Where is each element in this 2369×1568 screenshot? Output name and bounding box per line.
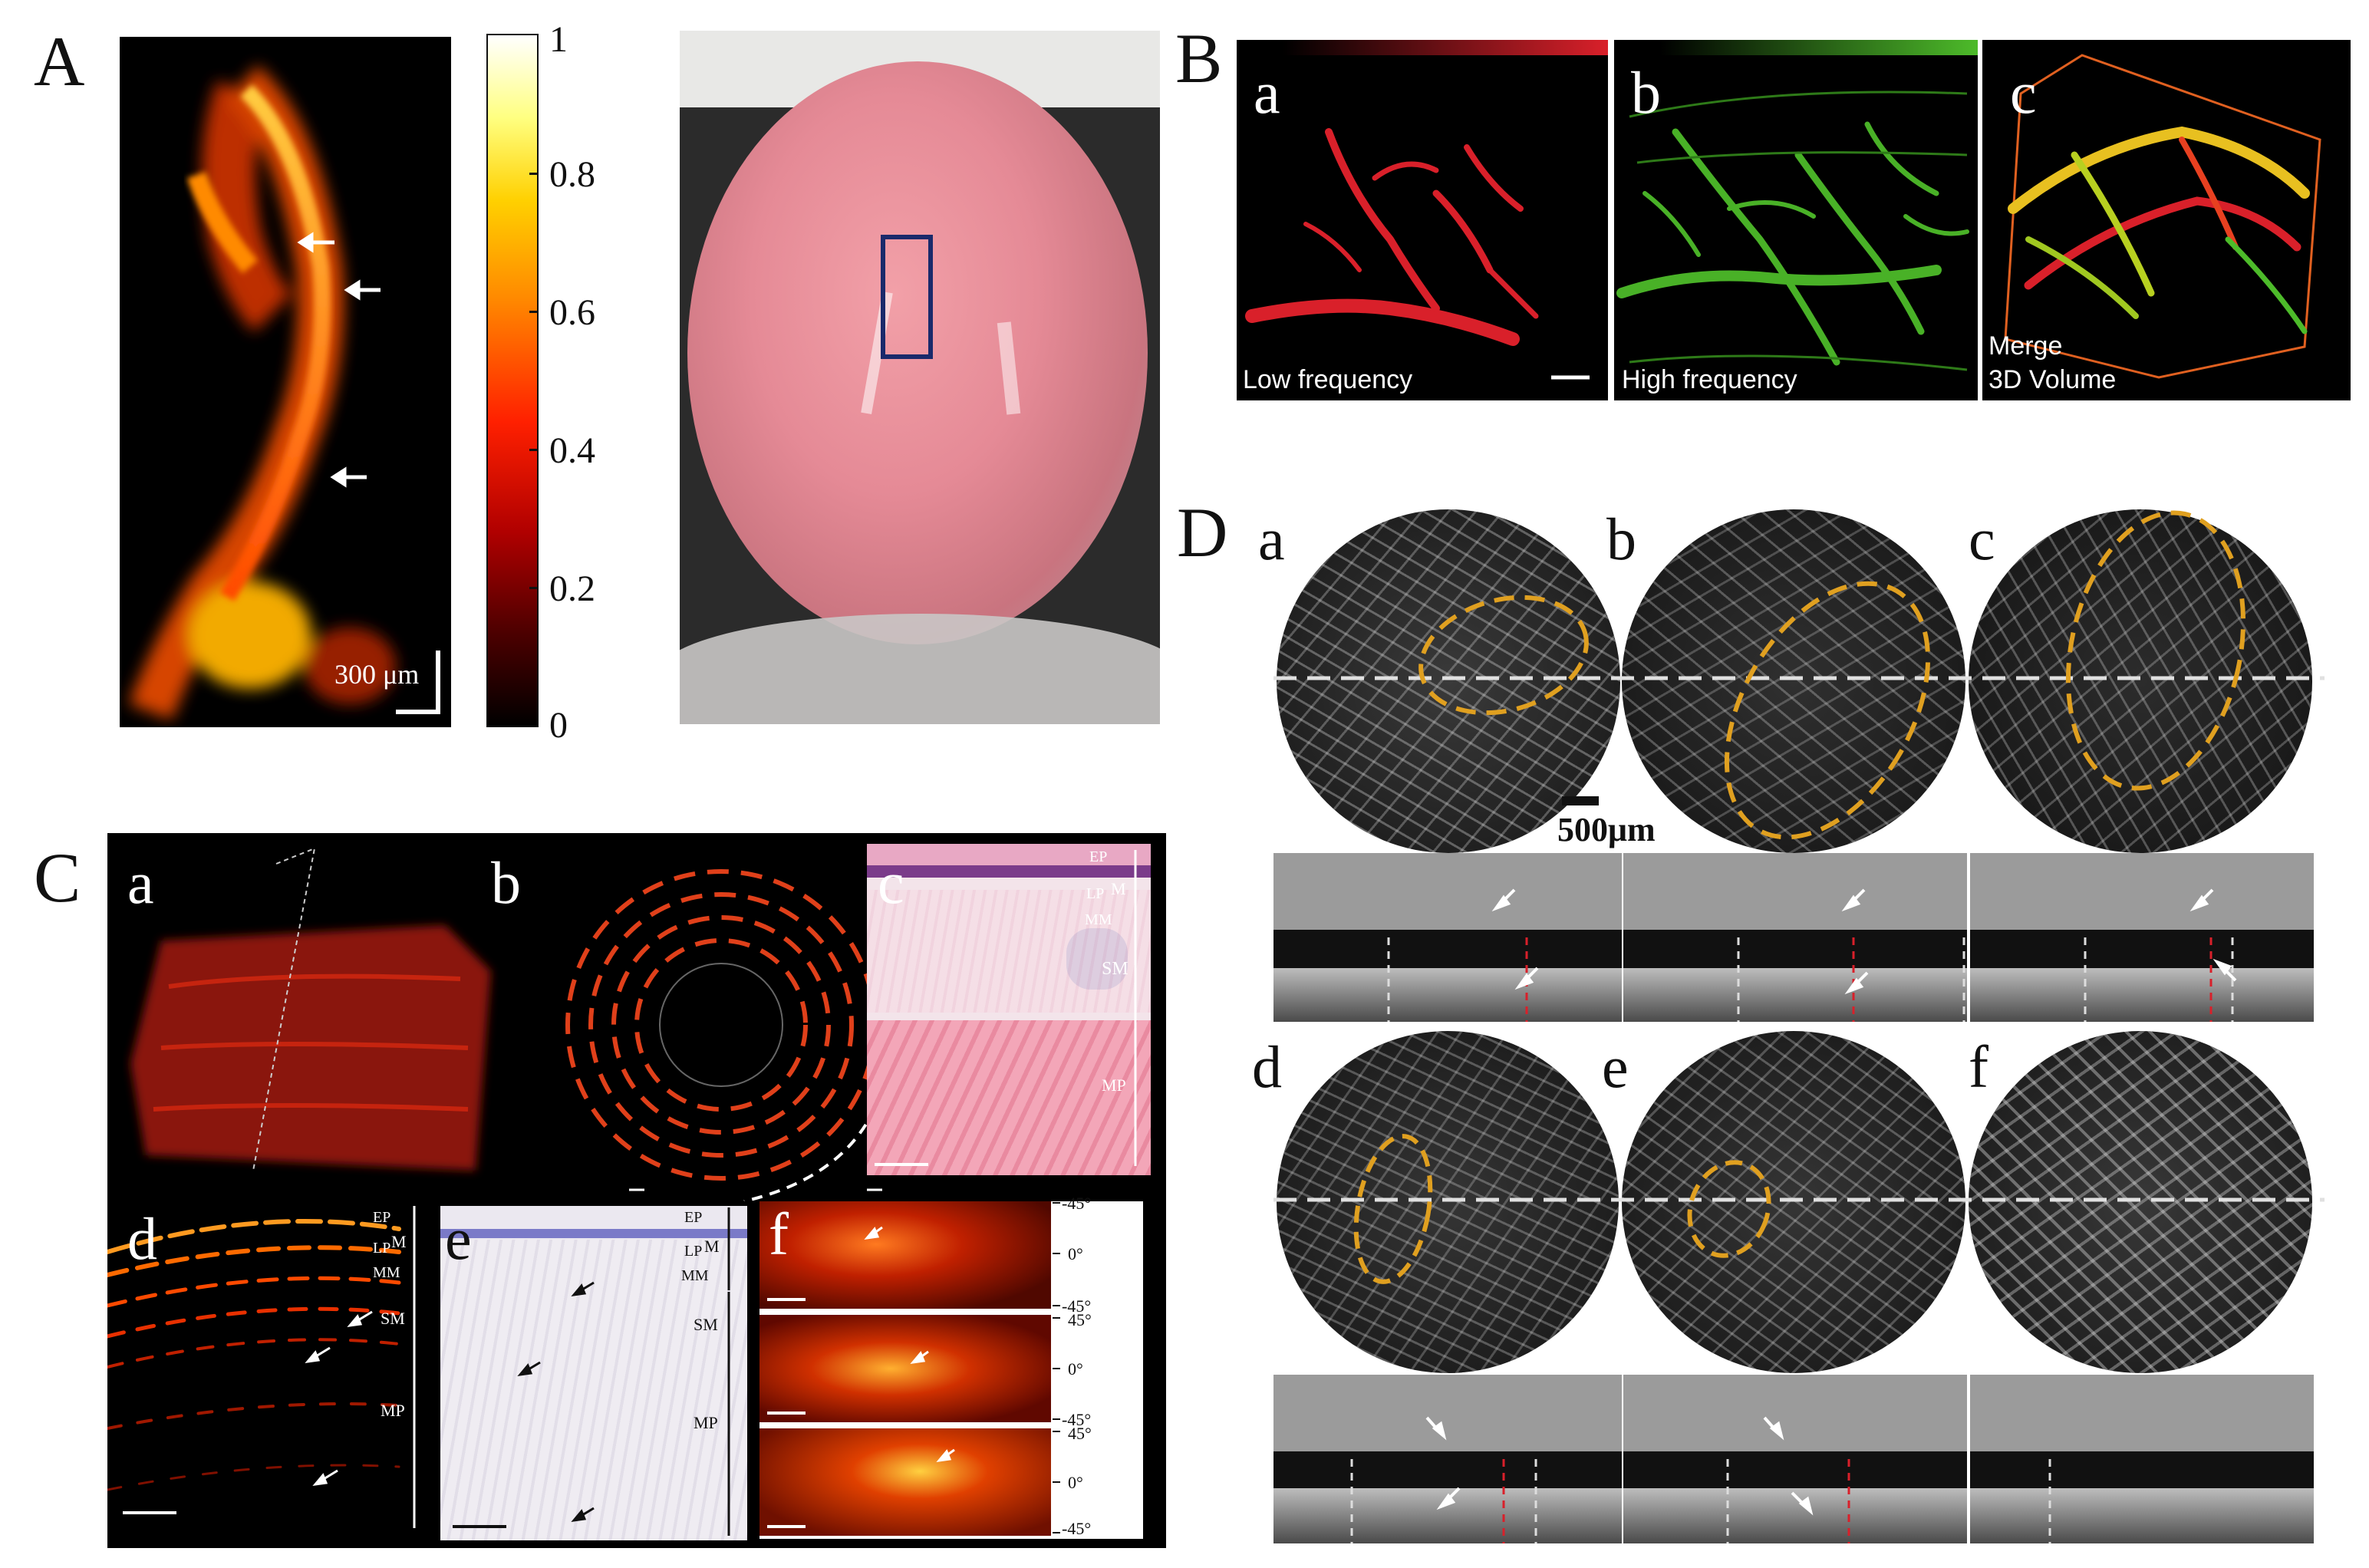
- angle-tick-7: 45°: [1068, 1424, 1092, 1443]
- panel-C-d-layer-M: M: [391, 1232, 407, 1251]
- layer-LP-label: LP: [1086, 885, 1105, 902]
- panel-label-A: A: [34, 22, 85, 100]
- panel-D-e-bscan: [1623, 1375, 1967, 1543]
- panel-D-a-bscan: [1273, 853, 1622, 1022]
- panel-A-photo: [680, 31, 1160, 724]
- panel-C-c-letter: c: [878, 849, 904, 916]
- angle-tick-2: 0°: [1068, 1244, 1083, 1263]
- panel-C-b-letter: b: [491, 849, 521, 916]
- panel-B-a-caption: Low frequency: [1243, 365, 1413, 394]
- region-of-interest-marker: [881, 235, 933, 359]
- layer-SM-label: SM: [1102, 959, 1128, 979]
- panel-D-a-image: [1277, 509, 1620, 853]
- panel-C-d-layer-MP: MP: [381, 1401, 405, 1420]
- panel-D-d-letter: d: [1252, 1033, 1282, 1100]
- panel-D-f-letter: f: [1969, 1033, 1988, 1100]
- panel-B-c-caption-line2: 3D Volume: [1988, 365, 2117, 394]
- panel-C-e-layer-MP: MP: [694, 1413, 718, 1432]
- angle-tick-3: -45°: [1062, 1296, 1092, 1316]
- layer-MM-label: MM: [1085, 911, 1112, 928]
- layer-MP-label: MP: [1102, 1076, 1126, 1095]
- colorbar-tick-0.6: 0.6: [549, 292, 595, 333]
- layer-M-label: M: [1111, 879, 1126, 898]
- panel-C-f-letter: f: [769, 1201, 789, 1267]
- panel-D-d-image: [1277, 1031, 1619, 1373]
- angle-tick-4: 45°: [1068, 1310, 1092, 1329]
- panel-label-B: B: [1175, 19, 1223, 97]
- panel-label-D: D: [1177, 493, 1228, 572]
- panel-label-C: C: [34, 838, 81, 917]
- panel-C-d-layer-EP: EP: [373, 1209, 391, 1226]
- panel-C-d-layer-MM: MM: [373, 1264, 400, 1281]
- angle-tick-6: -45°: [1062, 1410, 1092, 1429]
- panel-C-d-letter: d: [127, 1205, 157, 1272]
- angle-tick-5: 0°: [1068, 1359, 1083, 1379]
- colorbar-tick-1: 1: [549, 19, 568, 60]
- panel-D-e-letter: e: [1602, 1033, 1629, 1100]
- panel-B-b-letter: b: [1631, 59, 1661, 126]
- panel-B-a-letter: a: [1254, 59, 1280, 126]
- panel-C-e-layer-EP: EP: [684, 1209, 703, 1226]
- panel-D-c-bscan: [1970, 853, 2314, 1022]
- panel-C-e-layer-SM: SM: [694, 1315, 718, 1334]
- angle-tick-9: -45°: [1062, 1519, 1092, 1538]
- panel-C-frame: a b EP M LP MM SM MP: [107, 833, 1166, 1548]
- panel-D-c-letter: c: [1969, 506, 1995, 572]
- layer-EP-label: EP: [1089, 848, 1108, 865]
- angle-tick-8: 0°: [1068, 1473, 1083, 1492]
- panel-D-a-letter: a: [1258, 506, 1285, 572]
- panel-A-colorbar: [486, 34, 539, 727]
- panel-B-c-image: c Merge 3D Volume: [1982, 40, 2351, 400]
- colorbar-tick-0.4: 0.4: [549, 430, 595, 471]
- colorbar-tick-0: 0: [549, 705, 568, 746]
- panel-C-e-layer-M: M: [704, 1237, 720, 1256]
- panel-B-a-image: a Low frequency: [1237, 40, 1608, 400]
- panel-B-c-letter: c: [2010, 59, 2037, 126]
- panel-B-c-caption-line1: Merge: [1988, 331, 2063, 361]
- panel-C-d-layer-SM: SM: [381, 1309, 405, 1328]
- panel-A-scalebar-label: 300 μm: [334, 659, 420, 690]
- panel-B-b-caption: High frequency: [1622, 365, 1797, 394]
- panel-D-f-image: [1969, 1031, 2312, 1373]
- panel-D-e-image: [1622, 1031, 1965, 1373]
- panel-D-scalebar-label: 500μm: [1557, 811, 1656, 848]
- panel-D-d-bscan: [1273, 1375, 1622, 1543]
- panel-C-e-layer-LP: LP: [684, 1243, 703, 1260]
- panel-C-e-layer-MM: MM: [681, 1267, 709, 1284]
- panel-C-a-letter: a: [127, 849, 154, 916]
- panel-C-d-layer-LP: LP: [373, 1240, 391, 1257]
- colorbar-tick-0.8: 0.8: [549, 154, 595, 195]
- angle-tick-1: -45°: [1062, 1194, 1092, 1213]
- panel-D-b-letter: b: [1606, 506, 1636, 572]
- panel-C-e-histology: EP M LP MM SM MP: [440, 1206, 747, 1540]
- panel-D-b-image: [1622, 509, 1965, 853]
- panel-C-c-histology: EP M LP MM SM MP: [867, 844, 1151, 1175]
- panel-D-c-image: [1969, 509, 2312, 853]
- panel-D-f-bscan: [1970, 1375, 2314, 1543]
- panel-C-e-letter: e: [445, 1205, 472, 1272]
- panel-A-heatmap-image: 300 μm: [120, 37, 451, 727]
- colorbar-tick-0.2: 0.2: [549, 568, 595, 609]
- panel-C-f-stack: -45° 0° -45° 45° 0° -45° 45° 0° -45°: [759, 1194, 1143, 1539]
- panel-B-b-image: b High frequency: [1614, 40, 1978, 400]
- panel-D-b-bscan: [1623, 853, 1967, 1022]
